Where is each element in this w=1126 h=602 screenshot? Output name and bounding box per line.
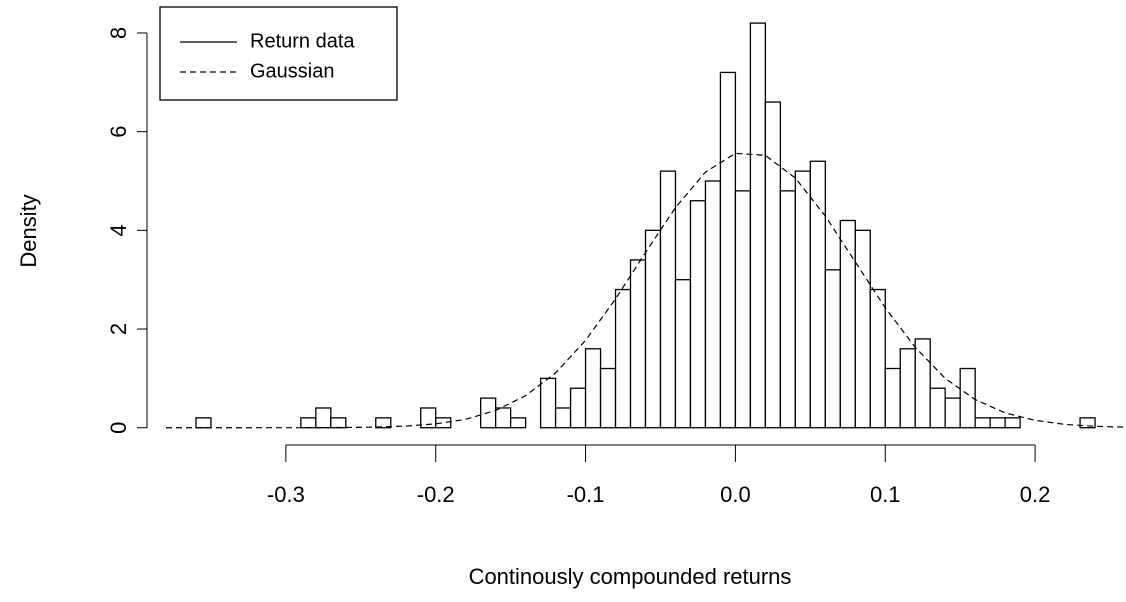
histogram-bar	[195, 417, 212, 429]
legend-box	[159, 6, 398, 101]
histogram-bar	[584, 348, 602, 429]
histogram-bar	[599, 367, 617, 429]
x-axis-label: Continously compounded returns	[469, 564, 792, 589]
histogram-bar	[569, 387, 587, 429]
y-tick-label: 2	[106, 323, 131, 335]
histogram-bar	[989, 417, 1006, 429]
histogram-bar	[629, 259, 647, 429]
histogram-bar	[659, 170, 677, 429]
histogram-bar	[300, 417, 317, 429]
histogram-bar	[509, 417, 527, 429]
histogram-bar	[854, 229, 871, 429]
y-tick-label: 8	[106, 27, 131, 39]
gaussian-curve	[165, 152, 1126, 429]
histogram-bar	[375, 417, 392, 429]
histogram-bar	[884, 367, 901, 429]
legend-label: Return data	[250, 30, 355, 52]
histogram-bar	[929, 387, 946, 429]
histogram-bar	[959, 367, 976, 429]
histogram-bar	[974, 417, 991, 429]
histogram-bar	[869, 288, 886, 429]
histogram-bar	[734, 190, 752, 429]
y-tick-label: 0	[106, 422, 131, 434]
x-tick-label: -0.2	[417, 482, 455, 507]
histogram-bar	[689, 200, 707, 429]
histogram-bar	[809, 160, 826, 429]
histogram-bar	[1004, 417, 1021, 429]
histogram-bar	[495, 407, 512, 429]
histogram-bar	[794, 170, 811, 429]
histogram-bar	[315, 407, 332, 429]
histogram-bar	[944, 397, 961, 429]
histogram-bar	[435, 417, 452, 429]
x-tick-label: 0.2	[1020, 482, 1051, 507]
histogram-bar	[824, 269, 841, 429]
histogram-bar	[839, 219, 856, 429]
histogram-bar	[749, 22, 767, 429]
x-tick-label: -0.3	[267, 482, 305, 507]
histogram-bar	[554, 407, 572, 429]
x-tick-label: -0.1	[567, 482, 605, 507]
histogram-bar	[674, 279, 692, 429]
histogram-bar	[719, 71, 737, 429]
histogram-bar	[1079, 417, 1096, 429]
x-tick-label: 0.1	[870, 482, 901, 507]
histogram-bar	[614, 288, 632, 429]
histogram-bar	[539, 377, 557, 429]
y-axis-label: Density	[16, 194, 41, 267]
y-tick-label: 6	[106, 126, 131, 138]
y-tick-label: 4	[106, 224, 131, 236]
x-tick-label: 0.0	[720, 482, 751, 507]
histogram-bar	[330, 417, 347, 429]
legend-label: Gaussian	[250, 60, 335, 82]
histogram-bar	[704, 180, 722, 429]
legend: Return data Gaussian	[159, 6, 398, 101]
histogram-bar	[899, 348, 916, 429]
histogram-bar	[764, 101, 782, 429]
histogram-bar	[644, 229, 662, 429]
histogram-bar	[779, 190, 796, 429]
histogram-bar	[914, 338, 931, 429]
